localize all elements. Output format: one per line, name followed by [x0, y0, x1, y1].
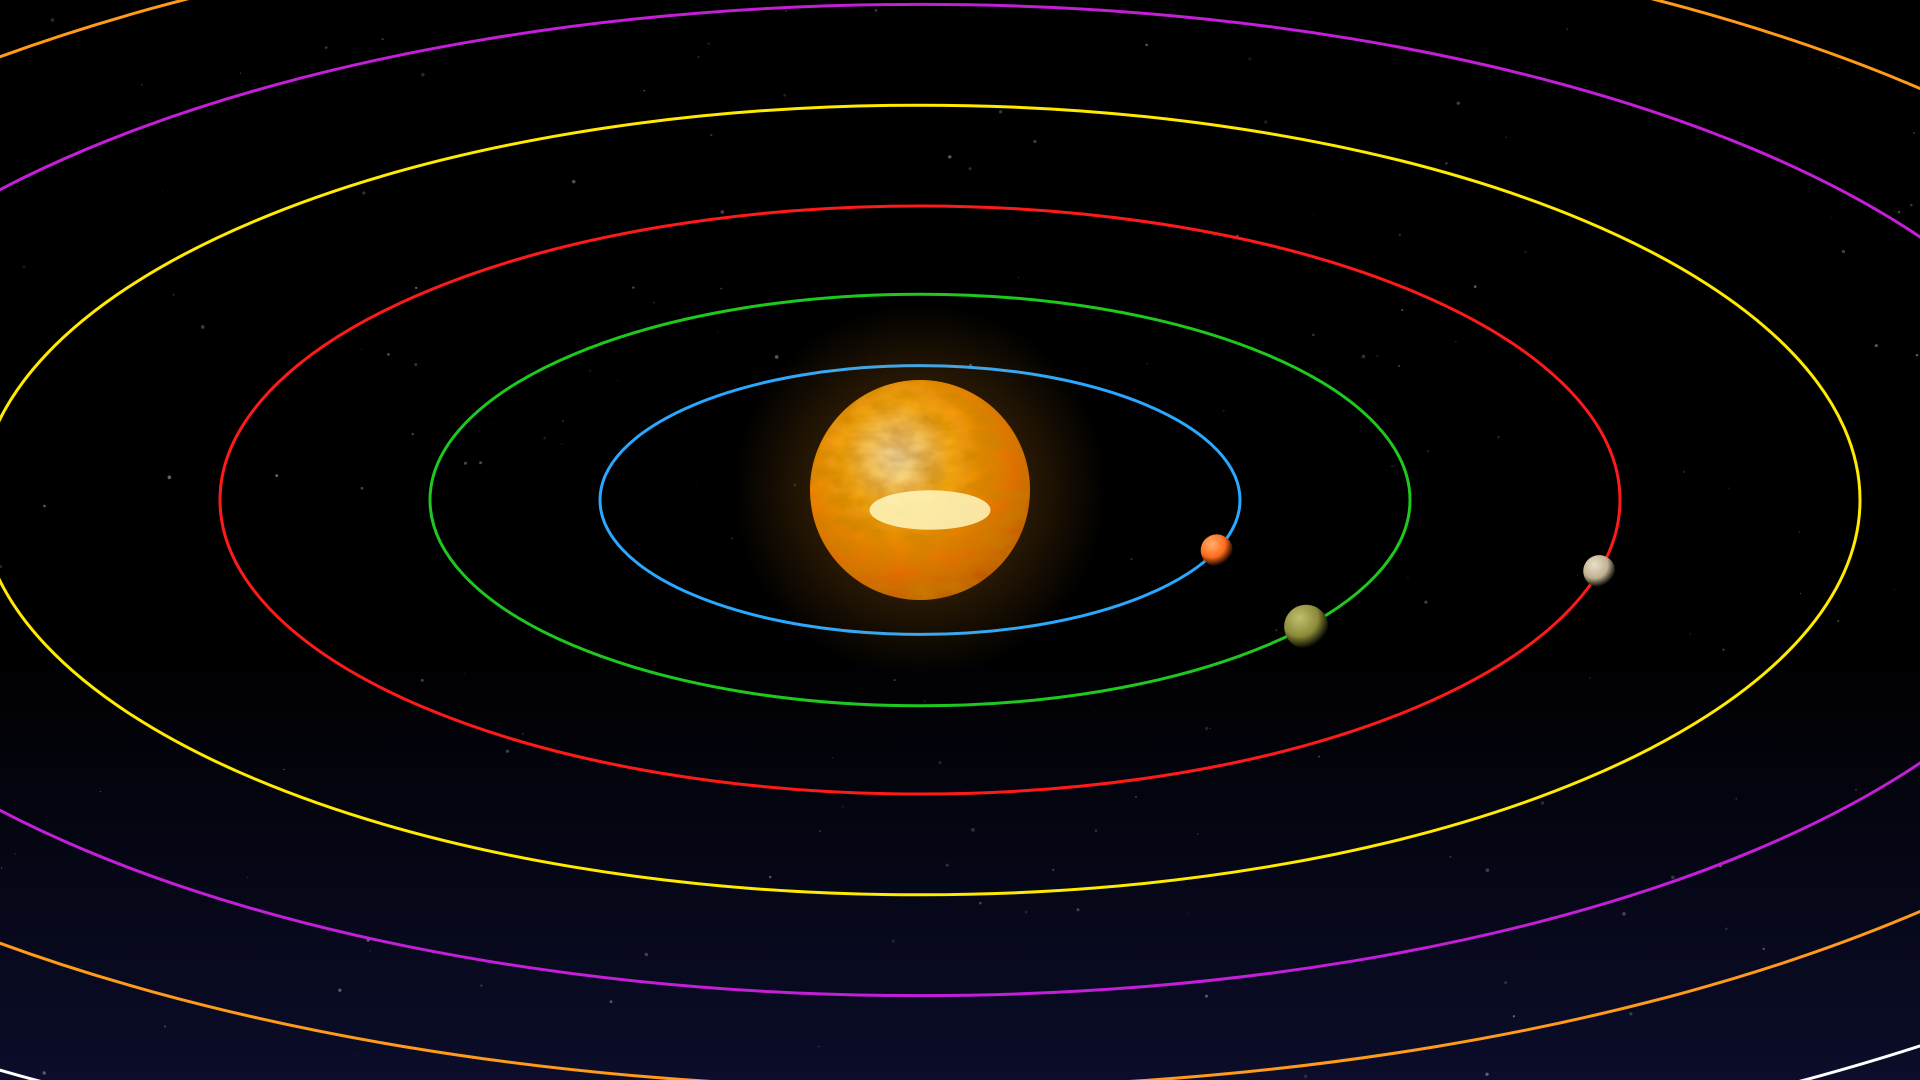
planet-mercury	[1201, 534, 1233, 566]
sun	[733, 303, 1107, 677]
solar-system-diagram	[0, 0, 1920, 1080]
planet-venus	[1284, 605, 1328, 649]
planet-mars	[1583, 555, 1615, 587]
